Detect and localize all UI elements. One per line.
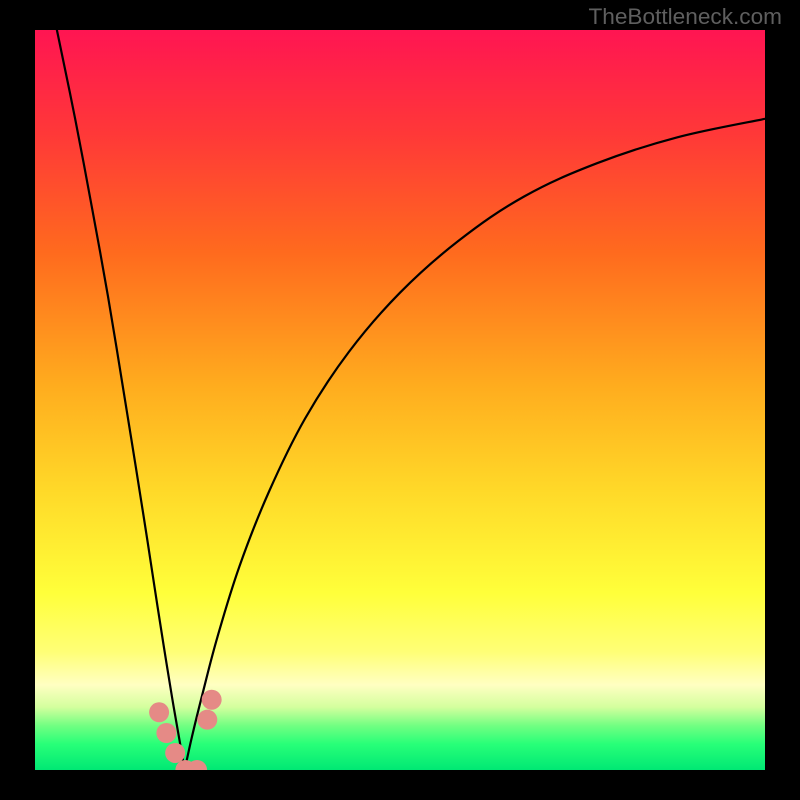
gradient-background [35, 30, 765, 770]
marker-point [165, 743, 185, 763]
marker-point [149, 702, 169, 722]
marker-point [197, 710, 217, 730]
marker-point [156, 723, 176, 743]
plot-svg [35, 30, 765, 770]
marker-point [202, 690, 222, 710]
attribution-text: TheBottleneck.com [588, 4, 782, 30]
plot-area [35, 30, 765, 770]
